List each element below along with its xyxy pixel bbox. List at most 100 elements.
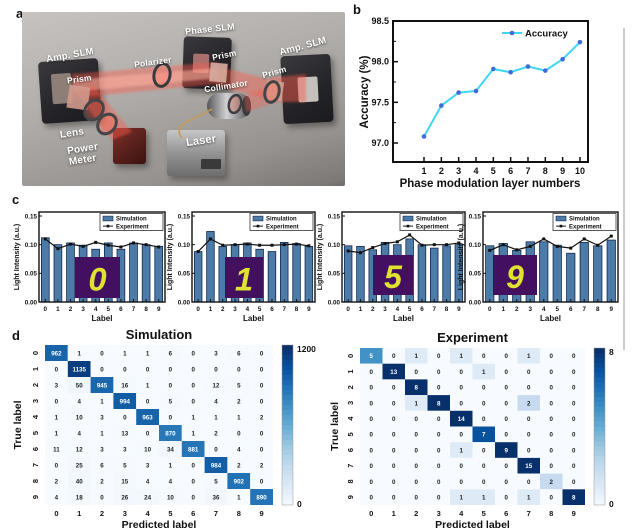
- y-tick-label: 0.00: [328, 299, 341, 306]
- cell-value: 0: [392, 479, 396, 486]
- cell-3-0: [45, 393, 68, 409]
- cell-5-9: [250, 425, 273, 441]
- cell-value: 994: [120, 398, 131, 405]
- x-tick-label: 4: [94, 306, 98, 313]
- cell-value: 0: [550, 447, 554, 454]
- colorbar-segment: [282, 395, 293, 401]
- experiment-marker: [371, 246, 375, 250]
- colorbar-segment: [594, 367, 605, 374]
- cell-value: 6: [100, 462, 104, 469]
- experiment-marker: [582, 237, 586, 241]
- intensity-chart-digit-0: 0.00 0.05 0.10 0.15 0 1 2 3 4 5 6 7 8 9 0 Simulation Exp…: [10, 200, 175, 328]
- cell-value: 0: [550, 369, 554, 376]
- cell-value: 0: [392, 400, 396, 407]
- colorbar-segment: [594, 460, 605, 467]
- row-tick-label: 8: [346, 479, 355, 483]
- col-tick-label: 4: [146, 509, 151, 518]
- cell-2-9: [250, 377, 273, 393]
- laser-beam-overlay: [66, 62, 306, 140]
- cell-1-0: [45, 361, 68, 377]
- cell-0-1: [67, 345, 91, 361]
- cell-value: 1: [55, 430, 59, 437]
- col-tick-label: 9: [572, 509, 576, 518]
- cell-7-5: [159, 457, 182, 473]
- col-tick-label: 9: [260, 509, 264, 518]
- cell-value: 2: [260, 414, 264, 421]
- cell-value: 0: [527, 385, 531, 392]
- cell-value: 0: [550, 416, 554, 423]
- cell-7-4: [136, 457, 159, 473]
- x-tick-label: 2: [69, 306, 73, 313]
- x-tick-label: 8: [596, 306, 600, 313]
- cell-4-9: [562, 410, 585, 427]
- cell-value: 1: [77, 350, 81, 357]
- cell-4-3: [427, 410, 450, 427]
- cell-5-0: [360, 426, 383, 443]
- row-tick-label: 7: [346, 464, 355, 468]
- cell-1-3: [113, 361, 137, 377]
- cell-value: 0: [437, 447, 441, 454]
- cell-value: 5: [123, 462, 127, 469]
- cell-value: 0: [482, 400, 486, 407]
- experiment-marker: [528, 244, 532, 248]
- bar-sim-6: [566, 252, 576, 303]
- cell-value: 963: [142, 414, 153, 421]
- row-tick-label: 8: [31, 479, 40, 483]
- experiment-marker: [196, 250, 200, 254]
- cell-6-8: [540, 442, 563, 458]
- intensity-chart-digit-9: 0.00 0.05 0.10 0.15 0 1 2 3 4 5 6 7 8 9 9 Simulation Exp…: [454, 200, 628, 328]
- colorbar-segment: [594, 357, 605, 364]
- cell-0-9: [250, 345, 273, 361]
- cell-value: 7: [482, 432, 486, 439]
- cell-value: 4: [55, 494, 59, 501]
- cell-value: 0: [437, 385, 441, 392]
- cell-value: 3: [100, 414, 104, 421]
- x-tick-label: 1: [359, 306, 363, 313]
- cell-value: 5: [169, 398, 173, 405]
- legend-exp-label: Experiment: [416, 225, 449, 231]
- x-tick-label: 3: [456, 166, 461, 176]
- data-point-marker: [491, 66, 496, 72]
- bar-sim-9: [304, 245, 314, 303]
- accuracy-line-chart: 97.0 97.5 98.0 98.5 1 2 3 4 5 6 7 8 9 10 Accuracy Phase…: [352, 4, 637, 196]
- x-tick-label: 7: [432, 306, 436, 313]
- row-tick-label: 0: [31, 351, 40, 355]
- cell-value: 2: [214, 430, 218, 437]
- legend-exp-label: Experiment: [569, 225, 602, 231]
- cell-8-9: [562, 473, 585, 490]
- y-tick-label: 0.10: [178, 242, 191, 249]
- cell-0-3: [113, 345, 137, 361]
- y-tick-label: 0.15: [25, 213, 38, 220]
- x-tick-label: 5: [408, 306, 412, 313]
- cell-value: 945: [97, 382, 108, 389]
- cell-5-5: [159, 425, 182, 441]
- experiment-marker: [258, 243, 262, 247]
- cell-value: 0: [146, 366, 150, 373]
- lens-optic: [263, 80, 281, 104]
- legend-sim-label: Simulation: [416, 217, 447, 223]
- accuracy-line: [423, 41, 581, 137]
- cell-8-7: [204, 473, 228, 489]
- legend-sim-swatch: [252, 215, 264, 222]
- experiment-line: [348, 234, 459, 254]
- cell-value: 1: [415, 353, 419, 360]
- colorbar-segment: [594, 382, 605, 388]
- cell-2-1: [67, 377, 91, 393]
- cell-value: 0: [550, 463, 554, 470]
- cell-1-7: [204, 361, 228, 377]
- experiment-marker: [43, 237, 47, 241]
- x-axis-title: Predicted label: [435, 519, 510, 528]
- cell-value: 10: [167, 494, 174, 501]
- colorbar-segment: [282, 430, 293, 436]
- cell-3-2: [405, 395, 428, 411]
- cell-2-2: [90, 377, 114, 393]
- cell-value: 0: [370, 494, 374, 501]
- colorbar-segment: [282, 455, 293, 461]
- x-axis-title: Label: [243, 314, 264, 323]
- cell-value: 4: [146, 478, 150, 485]
- cell-value: 0: [260, 430, 264, 437]
- cell-8-5: [159, 473, 182, 489]
- legend-exp-marker: [256, 224, 260, 228]
- intensity-chart-digit-5: 0.00 0.05 0.10 0.15 0 1 2 3 4 5 6 7 8 9 5 Simulation Exp…: [313, 200, 475, 328]
- cell-value: 0: [55, 398, 59, 405]
